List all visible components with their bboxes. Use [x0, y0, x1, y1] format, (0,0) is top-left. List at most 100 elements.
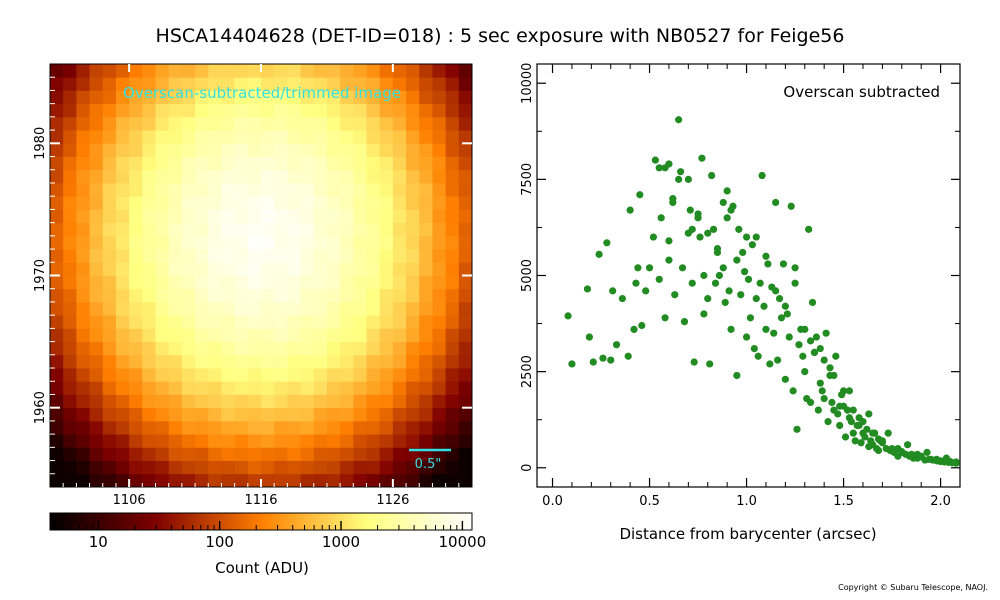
heatmap-pixel [247, 460, 262, 475]
heatmap-pixel [76, 169, 90, 184]
heatmap-pixel [326, 90, 341, 105]
heatmap-pixel [129, 407, 143, 422]
heatmap-pixel [102, 262, 117, 276]
scatter-point [700, 271, 708, 280]
heatmap-pixel [102, 222, 117, 237]
heatmap-pixel [419, 354, 433, 369]
heatmap-pixel [287, 368, 301, 382]
heatmap-pixel [287, 301, 301, 316]
scatter-point [791, 279, 799, 287]
heatmap-pixel [168, 156, 183, 171]
heatmap-pixel [115, 447, 130, 461]
scatter-ticks: 0.0 0.5 1.0 1.5 2.0 0 2500 5000 7500 10000 [520, 63, 960, 509]
heatmap-pixel [181, 354, 196, 369]
heatmap-pixel [50, 235, 64, 250]
heatmap-pixel [89, 354, 104, 369]
heatmap-pixel [234, 460, 249, 475]
heatmap-pixel [432, 103, 447, 118]
heatmap-pixel [432, 473, 447, 487]
heatmap-pixel [458, 341, 472, 356]
heatmap-pixel [261, 156, 275, 171]
scatter-y-tick-label: 10000 [520, 63, 535, 104]
heatmap-pixel [181, 315, 196, 329]
scatter-point [799, 352, 807, 360]
scatter-point [913, 450, 921, 458]
heatmap-pixel [274, 288, 288, 303]
heatmap-pixel [208, 103, 222, 118]
scatter-point [688, 225, 696, 233]
heatmap-pixel [181, 460, 196, 475]
scatter-point [772, 198, 780, 207]
scatter-point [564, 312, 572, 320]
heatmap-pixel [313, 275, 328, 290]
scatter-x-axis-label: Distance from barycenter (arcsec) [619, 525, 876, 543]
heatmap-pixel [155, 130, 170, 144]
scatter-point [688, 279, 696, 287]
scatter-point [810, 348, 819, 357]
heatmap-pixel [129, 394, 143, 409]
heatmap-pixel [89, 315, 104, 329]
heatmap-pixel [221, 116, 236, 131]
heatmap-pixel [63, 381, 77, 395]
heatmap-pixel [208, 262, 222, 276]
heatmap-pixel [76, 222, 90, 237]
heatmap-pixel [287, 460, 301, 475]
heatmap-pixel [419, 130, 433, 144]
heatmap-pixel [181, 196, 196, 210]
heatmap-pixel [142, 315, 156, 329]
heatmap-pixel [353, 77, 367, 91]
heatmap-pixel [181, 473, 196, 487]
heatmap-pixel [247, 182, 262, 197]
heatmap-pixel [142, 156, 156, 171]
heatmap-pixel [247, 222, 262, 237]
heatmap-pixel [195, 249, 209, 263]
heatmap-pixel [234, 328, 249, 342]
heatmap-pixel [50, 130, 64, 144]
heatmap-pixel [379, 156, 394, 171]
heatmap-pixel [432, 222, 447, 237]
heatmap-pixel [379, 77, 394, 91]
heatmap-pixel [181, 77, 196, 91]
heatmap-pixel [181, 447, 196, 461]
heatmap-pixel [50, 262, 64, 276]
heatmap-pixel [155, 341, 170, 356]
scatter-point [626, 206, 634, 214]
heatmap-pixel [274, 169, 288, 184]
heatmap-pixel [102, 301, 117, 316]
heatmap-pixel [247, 235, 262, 250]
heatmap-pixel [234, 288, 249, 303]
heatmap-pixel [445, 301, 460, 316]
heatmap-pixel [287, 196, 301, 210]
scatter-point [884, 429, 892, 437]
heatmap-pixel [366, 341, 381, 356]
scatter-point [704, 229, 712, 237]
heatmap-pixel [445, 222, 460, 237]
heatmap-pixel [340, 116, 354, 131]
heatmap-pixel [445, 315, 460, 329]
heatmap-pixel [168, 288, 183, 303]
heatmap-pixel [274, 407, 288, 422]
heatmap-pixel [392, 420, 407, 435]
heatmap-pixel [261, 460, 275, 475]
heatmap-pixel [155, 354, 170, 369]
heatmap-pixel [353, 447, 367, 461]
heatmap-pixel [168, 368, 183, 382]
heatmap-pixel [419, 222, 433, 237]
scatter-point [630, 325, 638, 333]
heatmap-pixel [247, 143, 262, 157]
heatmap-pixel [155, 407, 170, 422]
heatmap-pixel [142, 182, 156, 197]
heatmap-pixel [129, 235, 143, 250]
heatmap-pixel [76, 315, 90, 329]
heatmap-pixel [353, 473, 367, 487]
heatmap-pixel [63, 116, 77, 131]
scatter-point [933, 455, 941, 463]
heatmap-pixel [432, 434, 447, 448]
heatmap-pixel [168, 354, 183, 369]
heatmap-pixel [129, 182, 143, 197]
heatmap-pixel [115, 420, 130, 435]
heatmap-pixel [274, 235, 288, 250]
heatmap-pixel [432, 249, 447, 263]
heatmap-pixel [353, 169, 367, 184]
scatter-point [779, 260, 788, 268]
